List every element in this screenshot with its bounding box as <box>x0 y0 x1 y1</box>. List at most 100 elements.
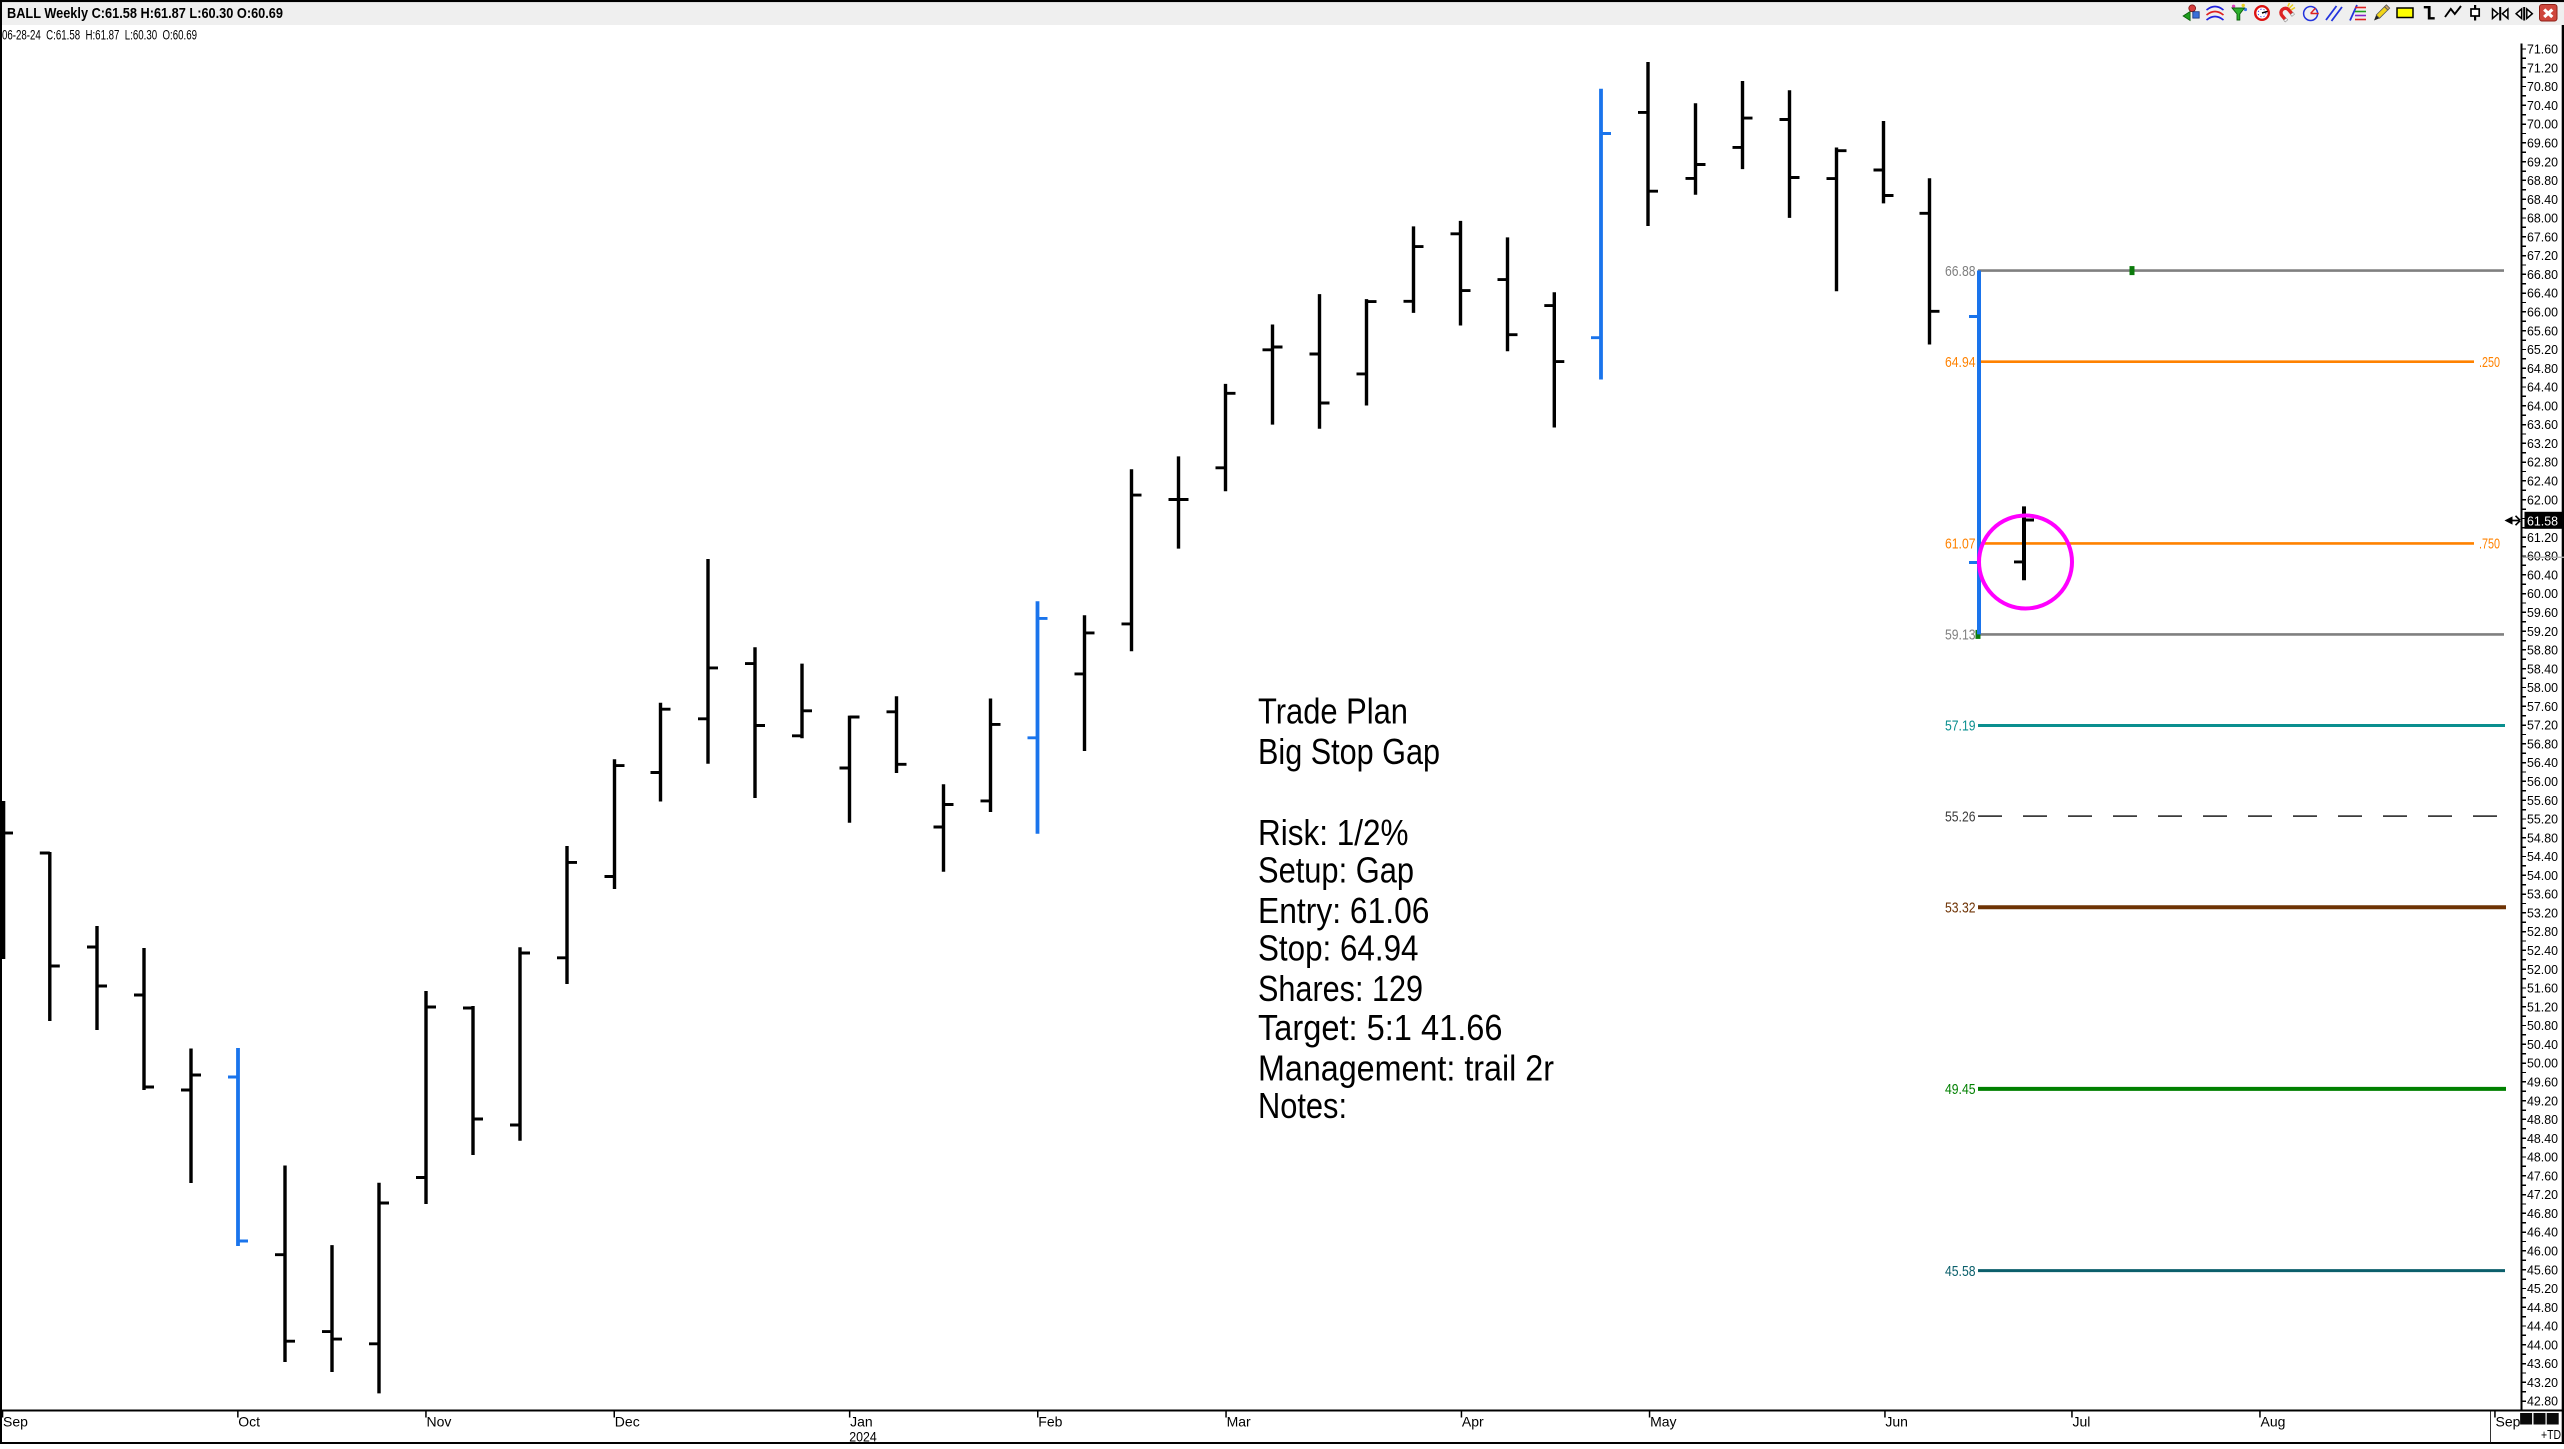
svg-text:.250: .250 <box>2479 354 2500 371</box>
svg-text:44.40: 44.40 <box>2527 1319 2558 1334</box>
svg-text:46.40: 46.40 <box>2527 1225 2558 1240</box>
svg-text:56.80: 56.80 <box>2527 736 2558 751</box>
svg-text:Sep: Sep <box>2496 1414 2521 1430</box>
svg-text:43.20: 43.20 <box>2527 1375 2558 1390</box>
svg-text:Stop: 64.94: Stop: 64.94 <box>1258 928 1419 969</box>
svg-text:Jul: Jul <box>2073 1414 2091 1430</box>
svg-text:46.80: 46.80 <box>2527 1206 2558 1221</box>
svg-text:55.60: 55.60 <box>2527 793 2558 808</box>
svg-text:Feb: Feb <box>1038 1414 1062 1430</box>
svg-text:63.20: 63.20 <box>2527 436 2558 451</box>
svg-text:62.40: 62.40 <box>2527 474 2558 489</box>
svg-text:Risk: 1/2%: Risk: 1/2% <box>1258 812 1409 853</box>
svg-text:66.00: 66.00 <box>2527 305 2558 320</box>
svg-text:Jan: Jan <box>850 1414 873 1430</box>
svg-text:66.88: 66.88 <box>1945 263 1976 280</box>
svg-text:58.40: 58.40 <box>2527 661 2558 676</box>
svg-text:67.20: 67.20 <box>2527 248 2558 263</box>
svg-text:66.80: 66.80 <box>2527 267 2558 282</box>
svg-text:50.80: 50.80 <box>2527 1018 2558 1033</box>
svg-text:Jun: Jun <box>1885 1414 1908 1430</box>
svg-text:52.80: 52.80 <box>2527 924 2558 939</box>
svg-text:Oct: Oct <box>238 1414 260 1430</box>
svg-text:55.20: 55.20 <box>2527 812 2558 827</box>
svg-text:43.60: 43.60 <box>2527 1356 2558 1371</box>
svg-text:49.20: 49.20 <box>2527 1093 2558 1108</box>
svg-text:Target: 5:1 41.66: Target: 5:1 41.66 <box>1258 1007 1503 1048</box>
svg-text:06-28-24 C:61.58 H:61.87 L:: 06-28-24 C:61.58 H:61.87 L:60.30 O:60.69 <box>2 27 197 42</box>
svg-text:52.40: 52.40 <box>2527 943 2558 958</box>
svg-text:53.60: 53.60 <box>2527 887 2558 902</box>
svg-text:42.80: 42.80 <box>2527 1394 2558 1409</box>
svg-text:70.80: 70.80 <box>2527 79 2558 94</box>
svg-text:50.40: 50.40 <box>2527 1037 2558 1052</box>
svg-text:53.32: 53.32 <box>1945 899 1976 916</box>
svg-text:70.00: 70.00 <box>2527 117 2558 132</box>
svg-text:53.20: 53.20 <box>2527 906 2558 921</box>
svg-text:71.60: 71.60 <box>2527 42 2558 57</box>
svg-text:50.00: 50.00 <box>2527 1056 2558 1071</box>
svg-text:49.45: 49.45 <box>1945 1081 1976 1098</box>
svg-text:Trade Plan: Trade Plan <box>1258 691 1408 732</box>
svg-text:Setup: Gap: Setup: Gap <box>1258 850 1414 891</box>
svg-text:63.60: 63.60 <box>2527 417 2558 432</box>
svg-text:68.40: 68.40 <box>2527 192 2558 207</box>
svg-text:56.00: 56.00 <box>2527 774 2558 789</box>
svg-text:47.20: 47.20 <box>2527 1187 2558 1202</box>
svg-text:44.80: 44.80 <box>2527 1300 2558 1315</box>
svg-text:45.60: 45.60 <box>2527 1262 2558 1277</box>
svg-text:BALL Weekly C:61.58 H:61.87 L:: BALL Weekly C:61.58 H:61.87 L:60.30 O:60… <box>7 5 283 22</box>
svg-text:52.00: 52.00 <box>2527 962 2558 977</box>
svg-text:59.60: 59.60 <box>2527 605 2558 620</box>
svg-text:Sep: Sep <box>3 1414 28 1430</box>
svg-text:59.20: 59.20 <box>2527 624 2558 639</box>
svg-text:64.94: 64.94 <box>1945 354 1976 371</box>
svg-text:61.20: 61.20 <box>2527 530 2558 545</box>
svg-text:2024: 2024 <box>849 1429 877 1445</box>
svg-text:Mar: Mar <box>1227 1414 1251 1430</box>
svg-text:71.20: 71.20 <box>2527 60 2558 75</box>
svg-text:59.13: 59.13 <box>1945 627 1976 644</box>
svg-text:45.20: 45.20 <box>2527 1281 2558 1296</box>
svg-text:+TD: +TD <box>2541 1427 2561 1442</box>
svg-text:54.40: 54.40 <box>2527 849 2558 864</box>
svg-text:67.60: 67.60 <box>2527 229 2558 244</box>
svg-text:.750: .750 <box>2479 536 2500 553</box>
svg-text:51.60: 51.60 <box>2527 981 2558 996</box>
svg-text:44.00: 44.00 <box>2527 1337 2558 1352</box>
svg-text:49.60: 49.60 <box>2527 1075 2558 1090</box>
svg-text:68.80: 68.80 <box>2527 173 2558 188</box>
svg-text:57.19: 57.19 <box>1945 718 1976 735</box>
svg-text:62.00: 62.00 <box>2527 492 2558 507</box>
svg-text:64.40: 64.40 <box>2527 380 2558 395</box>
svg-text:Big Stop Gap: Big Stop Gap <box>1258 731 1440 772</box>
svg-text:Aug: Aug <box>2261 1414 2286 1430</box>
svg-text:57.60: 57.60 <box>2527 699 2558 714</box>
svg-text:48.00: 48.00 <box>2527 1150 2558 1165</box>
svg-text:55.26: 55.26 <box>1945 808 1976 825</box>
svg-text:61.58: 61.58 <box>2527 513 2558 528</box>
svg-text:64.00: 64.00 <box>2527 398 2558 413</box>
svg-text:60.80: 60.80 <box>2527 549 2558 564</box>
svg-text:Shares: 129: Shares: 129 <box>1258 968 1423 1009</box>
svg-text:57.20: 57.20 <box>2527 718 2558 733</box>
svg-text:56.40: 56.40 <box>2527 755 2558 770</box>
svg-text:61.07: 61.07 <box>1945 536 1976 553</box>
svg-text:Dec: Dec <box>615 1414 640 1430</box>
svg-text:51.20: 51.20 <box>2527 999 2558 1014</box>
svg-text:47.60: 47.60 <box>2527 1168 2558 1183</box>
svg-text:Notes:: Notes: <box>1258 1085 1347 1126</box>
svg-text:60.40: 60.40 <box>2527 567 2558 582</box>
svg-text:46.00: 46.00 <box>2527 1244 2558 1259</box>
svg-text:70.40: 70.40 <box>2527 98 2558 113</box>
svg-text:58.00: 58.00 <box>2527 680 2558 695</box>
svg-text:Entry: 61.06: Entry: 61.06 <box>1258 890 1430 931</box>
svg-text:Nov: Nov <box>427 1414 452 1430</box>
svg-text:48.40: 48.40 <box>2527 1131 2558 1146</box>
svg-text:69.60: 69.60 <box>2527 136 2558 151</box>
svg-text:66.40: 66.40 <box>2527 286 2558 301</box>
svg-text:Apr: Apr <box>1462 1414 1484 1430</box>
svg-text:Management: trail 2r: Management: trail 2r <box>1258 1048 1554 1089</box>
svg-text:45.58: 45.58 <box>1945 1263 1976 1280</box>
svg-text:May: May <box>1650 1414 1676 1430</box>
